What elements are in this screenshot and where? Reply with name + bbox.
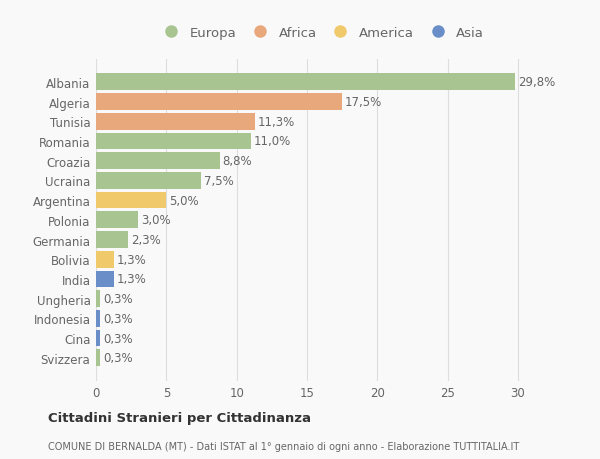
Bar (96, 153, 220, 170)
Bar (96, 232, 128, 248)
Text: 0,3%: 0,3% (103, 292, 133, 306)
Bar (96, 114, 255, 130)
Bar (96, 330, 100, 347)
Legend: Europa, Africa, America, Asia: Europa, Africa, America, Asia (152, 21, 490, 45)
Text: 5,0%: 5,0% (169, 194, 199, 207)
Text: 1,3%: 1,3% (117, 273, 147, 286)
Bar (96, 94, 342, 111)
Text: 7,5%: 7,5% (204, 174, 234, 187)
Text: 0,3%: 0,3% (103, 312, 133, 325)
Bar (96, 251, 114, 268)
Text: 11,0%: 11,0% (254, 135, 291, 148)
Bar (96, 173, 202, 190)
Text: 0,3%: 0,3% (103, 352, 133, 364)
Bar (96, 291, 100, 308)
Text: 3,0%: 3,0% (141, 214, 170, 227)
Text: 29,8%: 29,8% (518, 76, 555, 89)
Text: 2,3%: 2,3% (131, 234, 161, 246)
Bar (96, 74, 515, 91)
Bar (96, 192, 166, 209)
Text: 1,3%: 1,3% (117, 253, 147, 266)
Text: 17,5%: 17,5% (345, 96, 382, 109)
Bar (96, 133, 251, 150)
Text: 0,3%: 0,3% (103, 332, 133, 345)
Bar (96, 310, 100, 327)
Text: Cittadini Stranieri per Cittadinanza: Cittadini Stranieri per Cittadinanza (48, 412, 311, 425)
Bar (96, 271, 114, 288)
Bar (96, 212, 138, 229)
Bar (96, 350, 100, 366)
Text: 11,3%: 11,3% (258, 116, 295, 129)
Text: 8,8%: 8,8% (223, 155, 252, 168)
Text: COMUNE DI BERNALDA (MT) - Dati ISTAT al 1° gennaio di ogni anno - Elaborazione T: COMUNE DI BERNALDA (MT) - Dati ISTAT al … (48, 441, 519, 451)
